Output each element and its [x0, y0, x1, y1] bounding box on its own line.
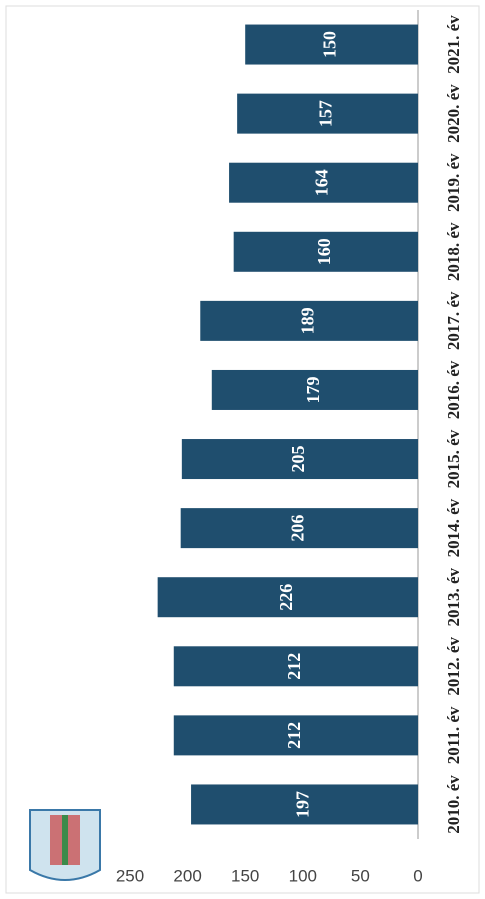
value-label: 197: [293, 791, 313, 818]
x-tick-label: 2013. év: [444, 567, 463, 626]
y-tick-label: 0: [413, 866, 422, 885]
value-label: 179: [303, 376, 323, 403]
value-label: 226: [276, 584, 296, 611]
y-tick-label: 50: [351, 866, 370, 885]
value-label: 212: [284, 722, 304, 749]
x-tick-label: 2011. év: [444, 706, 463, 764]
x-tick-label: 2021. év: [444, 15, 463, 74]
bar: [157, 577, 418, 618]
bar: [181, 439, 418, 480]
bar: [173, 646, 418, 687]
bar: [180, 508, 418, 549]
bar: [245, 24, 418, 65]
bar: [173, 715, 418, 756]
value-label: 205: [288, 446, 308, 473]
x-tick-label: 2012. év: [444, 637, 463, 696]
x-tick-label: 2017. év: [444, 291, 463, 350]
x-tick-label: 2010. év: [444, 775, 463, 834]
value-label: 160: [314, 238, 334, 265]
value-label: 157: [316, 100, 336, 127]
value-label: 150: [320, 31, 340, 58]
x-tick-label: 2016. év: [444, 360, 463, 419]
value-label: 189: [297, 307, 317, 334]
value-label: 164: [312, 169, 332, 196]
x-tick-label: 2015. év: [444, 429, 463, 488]
y-tick-label: 250: [116, 866, 144, 885]
x-tick-label: 2019. év: [444, 153, 463, 212]
bar: [229, 162, 418, 203]
plot: 0 50 100 150 200 250 2010. év 197 2011. év 212 201…: [116, 10, 463, 885]
bar: [237, 93, 418, 134]
value-label: 206: [287, 515, 307, 542]
x-tick-label: 2018. év: [444, 222, 463, 281]
bar: [191, 784, 418, 825]
x-tick-label: 2020. év: [444, 84, 463, 143]
y-tick-label: 100: [289, 866, 317, 885]
y-tick-label: 150: [231, 866, 259, 885]
y-tick-label: 200: [173, 866, 201, 885]
bar: [200, 300, 418, 341]
bar: [233, 231, 418, 272]
x-tick-label: 2014. év: [444, 498, 463, 557]
value-label: 212: [284, 653, 304, 680]
frame: [5, 5, 480, 894]
logo-band: [62, 815, 68, 865]
logo: [29, 809, 101, 881]
bar: [211, 369, 418, 410]
